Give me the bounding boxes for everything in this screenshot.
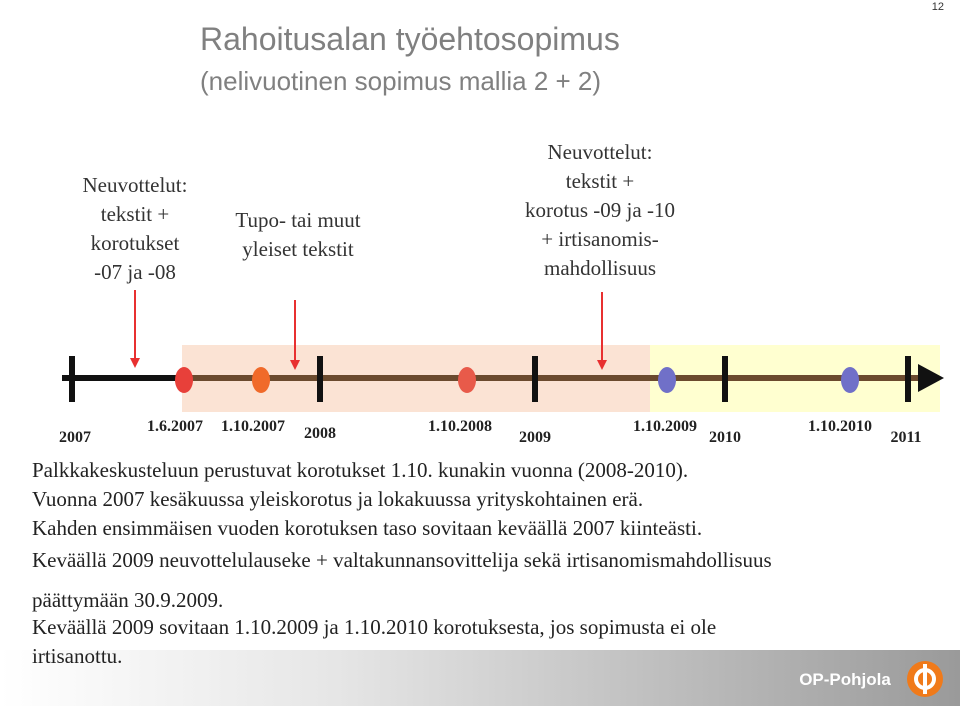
logo-text: OP-Pohjola [799,670,891,689]
callout-line: tekstit + [101,202,169,226]
footer-band [0,650,960,706]
year-label: 2008 [304,425,336,442]
date-label: 1.10.2010 [808,418,872,435]
callout-line: mahdollisuus [544,256,656,280]
callout-line: korotus -09 ja -10 [525,198,675,222]
timeline-arrow [918,364,944,392]
subtitle: (nelivuotinen sopimus mallia 2 + 2) [200,66,601,96]
callout-line: Neuvottelut: [83,173,188,197]
year-label: 2011 [890,429,921,446]
date-label: 1.6.2007 [147,418,203,435]
callout-line: tekstit + [566,169,634,193]
timeline-labels: 2007 2008 2009 2010 2011 1.6.2007 1.10.2007 1.1… [59,418,922,446]
body-line: Kahden ensimmäisen vuoden korotuksen tas… [32,516,702,540]
year-label: 2009 [519,429,551,446]
arrows [130,290,607,370]
body-line: päättymään 30.9.2009. [32,588,223,612]
page-number: 12 [932,1,944,13]
year-label: 2010 [709,429,741,446]
body-line: Keväällä 2009 neuvottelulauseke + valtak… [32,548,772,572]
body-line: Vuonna 2007 kesäkuussa yleiskorotus ja l… [32,487,643,511]
body-line: irtisanottu. [32,644,122,668]
body-line: Keväällä 2009 sovitaan 1.10.2009 ja 1.10… [32,615,716,639]
events [175,367,859,393]
callout-line: Neuvottelut: [548,140,653,164]
title: Rahoitusalan työehtosopimus [200,21,620,57]
body-line: Palkkakeskusteluun perustuvat korotukset… [32,458,688,482]
date-label: 1.10.2009 [633,418,697,435]
callout-line: -07 ja -08 [94,260,176,284]
callouts: Neuvottelut: tekstit + korotukset -07 ja -0… [83,140,675,284]
callout-line: Tupo- tai muut [235,208,360,232]
body-text: Palkkakeskusteluun perustuvat korotukset… [32,458,772,668]
date-label: 1.10.2008 [428,418,492,435]
year-ticks [69,356,911,402]
callout-line: korotukset [91,231,180,255]
callout-line: + irtisanomis- [541,227,658,251]
callout-line: yleiset tekstit [242,237,354,261]
date-label: 1.10.2007 [221,418,285,435]
year-label: 2007 [59,429,91,446]
